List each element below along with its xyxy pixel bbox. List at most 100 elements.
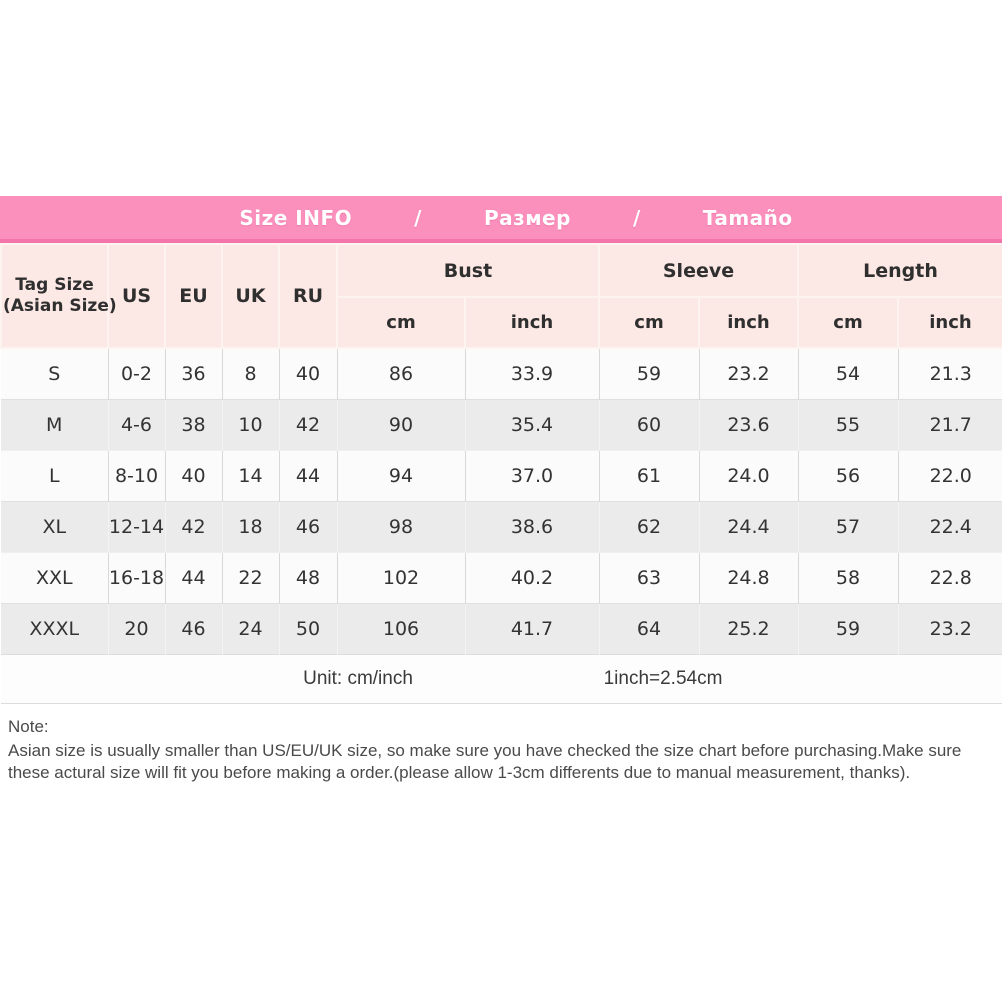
table-cell: 22.0 bbox=[897, 449, 1002, 501]
table-cell: 22.4 bbox=[897, 500, 1002, 552]
size-row-label: L bbox=[1, 449, 109, 501]
table-row: M 4-6 38 10 42 90 35.4 60 23.6 55 21.7 bbox=[1, 398, 1002, 450]
table-cell: 55 bbox=[797, 398, 899, 450]
table-row: L 8-10 40 14 44 94 37.0 61 24.0 56 22.0 bbox=[1, 449, 1002, 501]
table-cell: 46 bbox=[278, 500, 338, 552]
banner-separator: / bbox=[632, 205, 641, 230]
table-cell: 58 bbox=[797, 551, 899, 603]
table-cell: 21.3 bbox=[897, 347, 1002, 399]
table-cell: 40 bbox=[164, 449, 223, 501]
table-cell: 42 bbox=[164, 500, 223, 552]
banner-separator: / bbox=[414, 205, 422, 230]
table-row: XXL 16-18 44 22 48 102 40.2 63 24.8 58 22.8 bbox=[1, 551, 1002, 603]
column-header-us: US bbox=[107, 243, 166, 349]
subheader-length-cm: cm bbox=[797, 296, 899, 349]
table-row: S 0-2 36 8 40 86 33.9 59 23.2 54 21.3 bbox=[1, 347, 1002, 399]
table-cell: 98 bbox=[336, 500, 466, 552]
size-table-footer: Unit: cm/inch 1inch=2.54cm bbox=[1, 653, 1002, 704]
table-cell: 46 bbox=[164, 602, 223, 654]
table-cell: 61 bbox=[598, 449, 700, 501]
table-cell: 90 bbox=[336, 398, 466, 450]
table-cell: 56 bbox=[797, 449, 899, 501]
table-cell: 38.6 bbox=[464, 500, 600, 552]
size-info-banner: Size INFO / Размер / Tamaño bbox=[0, 196, 1002, 243]
table-cell: 23.2 bbox=[897, 602, 1002, 654]
table-cell: 106 bbox=[336, 602, 466, 654]
table-cell: 59 bbox=[598, 347, 700, 399]
note-label: Note: bbox=[8, 717, 49, 736]
table-cell: 60 bbox=[598, 398, 700, 450]
table-cell: 24.0 bbox=[698, 449, 799, 501]
subheader-sleeve-cm: cm bbox=[598, 296, 700, 349]
column-header-uk: UK bbox=[221, 243, 280, 349]
table-cell: 86 bbox=[336, 347, 466, 399]
table-cell: 12-14 bbox=[107, 500, 166, 552]
table-cell: 63 bbox=[598, 551, 700, 603]
table-cell: 24.4 bbox=[698, 500, 799, 552]
table-cell: 94 bbox=[336, 449, 466, 501]
column-header-tag-size: Tag Size (Asian Size) bbox=[0, 243, 117, 349]
table-cell: 44 bbox=[278, 449, 338, 501]
table-cell: 24 bbox=[221, 602, 280, 654]
size-row-label: S bbox=[1, 347, 109, 399]
size-table-header: Tag Size (Asian Size) US EU UK RU Bust S… bbox=[0, 243, 1002, 349]
column-group-length: Length bbox=[796, 243, 1002, 298]
banner-title-ru: Размер bbox=[483, 205, 571, 230]
table-cell: 36 bbox=[164, 347, 223, 399]
table-cell: 14 bbox=[221, 449, 280, 501]
table-cell: 40 bbox=[278, 347, 338, 399]
column-header-ru: RU bbox=[278, 243, 338, 349]
table-cell: 40.2 bbox=[464, 551, 600, 603]
size-chart: Size INFO / Размер / Tamaño Tag Size (As… bbox=[0, 196, 1002, 704]
table-cell: 62 bbox=[598, 500, 700, 552]
table-cell: 4-6 bbox=[107, 398, 166, 450]
unit-label: Unit: cm/inch bbox=[303, 667, 413, 689]
table-cell: 23.2 bbox=[698, 347, 799, 399]
table-row: XXXL 20 46 24 50 106 41.7 64 25.2 59 23.2 bbox=[1, 602, 1002, 654]
table-cell: 41.7 bbox=[464, 602, 600, 654]
column-group-bust: Bust bbox=[336, 243, 600, 298]
table-cell: 102 bbox=[336, 551, 466, 603]
table-cell: 16-18 bbox=[107, 551, 166, 603]
table-cell: 25.2 bbox=[698, 602, 799, 654]
table-cell: 59 bbox=[797, 602, 899, 654]
subheader-bust-cm: cm bbox=[336, 296, 466, 349]
table-cell: 24.8 bbox=[698, 551, 799, 603]
table-cell: 50 bbox=[278, 602, 338, 654]
note-section: Note: Asian size is usually smaller than… bbox=[8, 716, 996, 784]
banner-title-en: Size INFO bbox=[239, 205, 353, 230]
table-cell: 54 bbox=[797, 347, 899, 399]
table-cell: 18 bbox=[221, 500, 280, 552]
tag-size-label-line2: (Asian Size) bbox=[3, 296, 117, 316]
table-cell: 8-10 bbox=[107, 449, 166, 501]
size-row-label: M bbox=[1, 398, 109, 450]
table-cell: 44 bbox=[164, 551, 223, 603]
table-cell: 64 bbox=[598, 602, 700, 654]
table-cell: 8 bbox=[221, 347, 280, 399]
table-cell: 21.7 bbox=[897, 398, 1002, 450]
table-cell: 38 bbox=[164, 398, 223, 450]
table-cell: 42 bbox=[278, 398, 338, 450]
size-table-body: S 0-2 36 8 40 86 33.9 59 23.2 54 21.3 M 4-6 38 10 42 90 3… bbox=[1, 347, 1002, 654]
tag-size-label-line1: Tag Size bbox=[15, 275, 94, 295]
table-cell: 22.8 bbox=[897, 551, 1002, 603]
column-group-sleeve: Sleeve bbox=[598, 243, 799, 298]
size-table: Tag Size (Asian Size) US EU UK RU Bust S… bbox=[0, 243, 1002, 704]
size-row-label: XXXL bbox=[1, 602, 109, 654]
table-cell: 0-2 bbox=[107, 347, 166, 399]
note-body: Asian size is usually smaller than US/EU… bbox=[8, 741, 962, 782]
size-row-label: XL bbox=[1, 500, 109, 552]
table-cell: 35.4 bbox=[464, 398, 600, 450]
column-header-eu: EU bbox=[164, 243, 223, 349]
table-cell: 57 bbox=[797, 500, 899, 552]
table-cell: 22 bbox=[221, 551, 280, 603]
subheader-bust-inch: inch bbox=[464, 296, 600, 349]
table-row: XL 12-14 42 18 46 98 38.6 62 24.4 57 22.4 bbox=[1, 500, 1002, 552]
table-cell: 48 bbox=[278, 551, 338, 603]
subheader-sleeve-inch: inch bbox=[698, 296, 799, 349]
table-cell: 10 bbox=[221, 398, 280, 450]
table-cell: 37.0 bbox=[464, 449, 600, 501]
table-cell: 33.9 bbox=[464, 347, 600, 399]
table-cell: 23.6 bbox=[698, 398, 799, 450]
table-cell: 20 bbox=[107, 602, 166, 654]
